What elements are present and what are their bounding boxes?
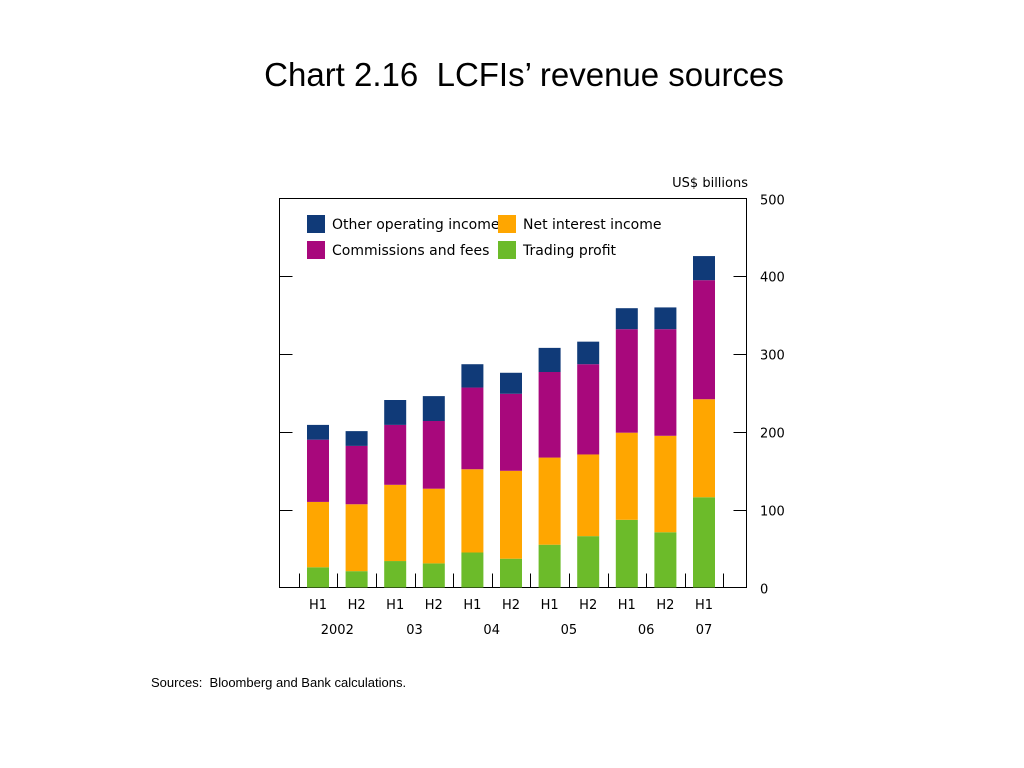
legend-label: Trading profit [522, 243, 617, 259]
bar-segment-commissions-and-fees [693, 280, 715, 400]
y-tick-label: 500 [760, 194, 785, 209]
x-axis-tick-labels: H1 H2 H1 H2 H1 H2 H1 H2 H1 H2 H1 [309, 598, 713, 613]
x-year-label: 03 [406, 623, 423, 638]
legend-label: Net interest income [523, 217, 661, 233]
axis-ticks [279, 276, 747, 588]
bar-segment-other-operating-income [654, 307, 677, 330]
bar-segment-other-operating-income [307, 424, 329, 440]
bar-segment-net-interest-income [307, 501, 329, 568]
bar-segment-commissions-and-fees [384, 424, 407, 485]
x-category-label: H1 [309, 598, 327, 613]
x-category-label: H2 [656, 598, 674, 613]
bar-segment-net-interest-income [693, 399, 715, 498]
bar-segment-net-interest-income [615, 432, 638, 520]
bar-segment-commissions-and-fees [461, 387, 484, 470]
x-category-label: H1 [386, 598, 404, 613]
bar-segment-other-operating-income [422, 396, 445, 422]
x-category-label: H2 [348, 598, 366, 613]
bar-segment-trading-profit [345, 571, 368, 588]
bar-segment-other-operating-income [461, 364, 484, 388]
bar-segment-net-interest-income [345, 504, 368, 572]
bar-segment-other-operating-income [500, 372, 522, 394]
bar-segment-commissions-and-fees [577, 364, 600, 455]
bar-segment-trading-profit [577, 536, 600, 588]
bar-segment-other-operating-income [538, 347, 561, 372]
x-year-label: 07 [696, 623, 713, 638]
bar-segment-other-operating-income [615, 308, 638, 330]
bar-segment-commissions-and-fees [500, 393, 522, 471]
legend-swatch [498, 241, 516, 259]
x-category-label: H1 [695, 598, 713, 613]
sources-note: Sources: Bloomberg and Bank calculations… [151, 675, 407, 690]
bar-segment-net-interest-income [577, 454, 600, 537]
bar-segment-trading-profit [615, 519, 638, 588]
bar-segment-other-operating-income [693, 256, 715, 281]
x-category-label: H1 [541, 598, 559, 613]
bar-segment-other-operating-income [345, 431, 368, 446]
x-year-label: 2002 [321, 623, 354, 638]
legend-swatch [307, 215, 325, 233]
y-axis-tick-labels: 0 100 200 300 400 500 [760, 194, 785, 598]
x-category-label: H2 [425, 598, 443, 613]
x-year-label: 04 [483, 623, 500, 638]
x-category-label: H1 [463, 598, 481, 613]
bar-segment-net-interest-income [384, 484, 407, 562]
bar-segment-trading-profit [461, 552, 484, 588]
y-tick-label: 100 [760, 505, 785, 520]
bar-segment-other-operating-income [384, 400, 407, 425]
y-tick-label: 300 [760, 349, 785, 364]
x-year-label: 05 [561, 623, 578, 638]
bar-segment-net-interest-income [422, 488, 445, 564]
legend-label: Commissions and fees [332, 243, 489, 259]
bar-segment-commissions-and-fees [615, 329, 638, 433]
legend-swatch [307, 241, 325, 259]
legend: Other operating income Net interest incom… [307, 215, 661, 259]
slide-title: Chart 2.16 LCFIs’ revenue sources [264, 56, 784, 93]
bar-segment-commissions-and-fees [422, 421, 445, 489]
x-axis-year-labels: 2002 03 04 05 06 07 [321, 623, 713, 638]
bars [307, 256, 715, 588]
bar-segment-trading-profit [422, 563, 445, 588]
y-tick-label: 200 [760, 427, 785, 442]
y-tick-label: 400 [760, 271, 785, 286]
y-axis-unit-label: US$ billions [672, 176, 748, 191]
bar-segment-other-operating-income [577, 341, 600, 365]
x-year-label: 06 [638, 623, 655, 638]
bar-segment-net-interest-income [538, 457, 561, 545]
bar-segment-net-interest-income [500, 470, 522, 559]
x-category-label: H2 [502, 598, 520, 613]
bar-segment-commissions-and-fees [345, 445, 368, 505]
bar-segment-trading-profit [538, 544, 561, 588]
bar-segment-trading-profit [307, 567, 329, 588]
bar-segment-net-interest-income [461, 469, 484, 553]
bar-segment-net-interest-income [654, 435, 677, 533]
bar-segment-commissions-and-fees [307, 439, 329, 502]
x-category-label: H2 [579, 598, 597, 613]
bar-segment-commissions-and-fees [654, 329, 677, 436]
legend-swatch [498, 215, 516, 233]
x-category-label: H1 [618, 598, 636, 613]
legend-label: Other operating income [332, 217, 499, 233]
y-tick-label: 0 [760, 583, 768, 598]
bar-segment-commissions-and-fees [538, 371, 561, 458]
bar-segment-trading-profit [693, 497, 715, 588]
bar-segment-trading-profit [384, 561, 407, 588]
bar-segment-trading-profit [500, 558, 522, 588]
bar-segment-trading-profit [654, 532, 677, 588]
